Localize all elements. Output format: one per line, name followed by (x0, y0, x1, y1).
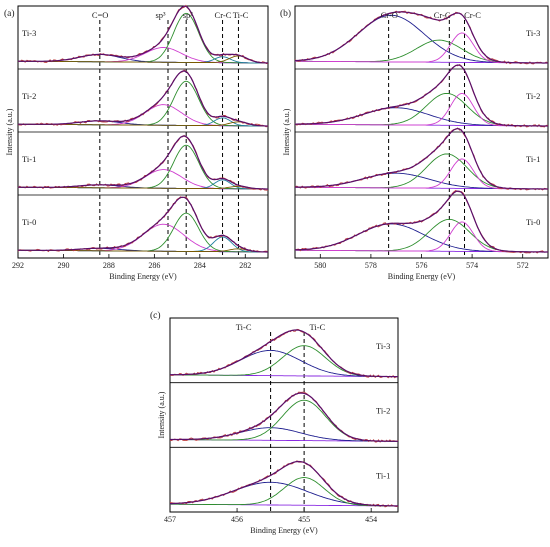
component-peak (295, 221, 548, 253)
stack-label: Ti-1 (22, 154, 36, 164)
x-axis-label: Binding Energy (eV) (109, 272, 177, 281)
component-peak (18, 55, 269, 64)
stack-label: Ti-2 (22, 91, 36, 101)
peak-annotation: Ti-C (233, 10, 249, 20)
plot-frame (169, 317, 399, 513)
x-axis-label: Binding Energy (eV) (388, 272, 456, 281)
component-peak (295, 32, 548, 64)
fitted-envelope (294, 11, 548, 64)
component-peak (170, 345, 398, 378)
x-tick-label: 454 (365, 515, 377, 524)
x-tick-label: 292 (12, 261, 24, 270)
component-peak (18, 144, 268, 190)
stack-label: Ti-1 (526, 154, 540, 164)
fitted-envelope (18, 5, 269, 64)
fitted-envelope (295, 64, 548, 127)
stack-label: Ti-3 (22, 28, 36, 38)
component-peak (18, 212, 268, 253)
stack-label: Ti-1 (376, 470, 390, 480)
peak-annotation: Ti-C (310, 322, 326, 332)
panel-label: (a) (4, 8, 15, 19)
fitted-envelope (169, 329, 399, 378)
component-peak (295, 153, 548, 190)
component-peak (295, 158, 548, 190)
component-peak (18, 223, 268, 253)
peak-annotation: Ti-C (236, 322, 252, 332)
raw-spectrum (294, 127, 549, 191)
stack-label: Ti-2 (526, 91, 540, 101)
panel-a: Ti-3 Ti-2 Ti-1 Ti-0 C=O sp³ sp² Cr-C Ti-C 292 290 2… (4, 4, 269, 281)
peak-annotation: Cr-C (434, 10, 451, 20)
panel-label: (b) (280, 8, 291, 19)
fitted-envelope (294, 190, 548, 253)
x-tick-label: 576 (416, 261, 428, 270)
fitted-envelope (18, 135, 268, 190)
fitted-envelope (295, 127, 548, 190)
raw-spectrum (169, 328, 399, 379)
x-tick-label: 580 (314, 261, 326, 270)
raw-spectrum (294, 189, 549, 254)
component-peak (170, 399, 398, 442)
raw-spectrum (294, 10, 549, 65)
panel-b: Ti-3 Ti-2 Ti-1 Ti-0 Cr-O Cr-C Cr-C 580 578 576 574… (280, 5, 549, 281)
stack-label: Ti-2 (376, 406, 390, 416)
fitted-envelope (170, 460, 398, 507)
component-peak (170, 477, 398, 507)
fitted-envelope (18, 196, 268, 253)
component-peak (294, 223, 548, 253)
stack-label: Ti-3 (526, 28, 540, 38)
component-peak (294, 14, 548, 64)
stack-label: Ti-0 (526, 217, 540, 227)
x-tick-label: 574 (466, 261, 478, 270)
panel-label: (c) (150, 310, 161, 321)
component-peak (18, 80, 268, 127)
x-tick-label: 288 (103, 261, 115, 270)
x-tick-label: 455 (298, 515, 310, 524)
panel-c: Ti-3 Ti-2 Ti-1 Ti-C Ti-C 457 456 455 454 Binding … (150, 310, 399, 535)
x-tick-label: 457 (164, 515, 176, 524)
x-tick-label: 578 (365, 261, 377, 270)
raw-spectrum (17, 196, 269, 253)
x-axis-label: Binding Energy (eV) (250, 526, 318, 535)
peak-annotation: C=O (92, 10, 109, 20)
x-tick-label: 282 (239, 261, 251, 270)
y-axis-label: Intensity (a.u.) (5, 108, 14, 155)
y-axis-label: Intensity (a.u.) (282, 108, 291, 155)
component-peak (295, 218, 548, 253)
peak-annotation: Cr-C (215, 10, 232, 20)
x-tick-label: 456 (231, 515, 243, 524)
stack-label: Ti-0 (22, 217, 36, 227)
peak-annotation: sp³ (155, 10, 166, 20)
x-tick-label: 284 (194, 261, 206, 270)
raw-spectrum (169, 391, 399, 443)
raw-spectrum (294, 63, 548, 128)
x-tick-label: 286 (148, 261, 160, 270)
peak-annotation: Cr-O (381, 10, 398, 20)
x-tick-label: 572 (517, 261, 529, 270)
stack-label: Ti-3 (376, 341, 390, 351)
fitted-envelope (18, 70, 268, 127)
y-axis-label: Intensity (a.u.) (157, 391, 166, 438)
fitted-envelope (170, 392, 398, 442)
x-tick-label: 290 (57, 261, 69, 270)
peak-annotation: Cr-C (464, 10, 481, 20)
peak-annotation: sp² (183, 10, 194, 20)
component-peak (170, 481, 398, 507)
